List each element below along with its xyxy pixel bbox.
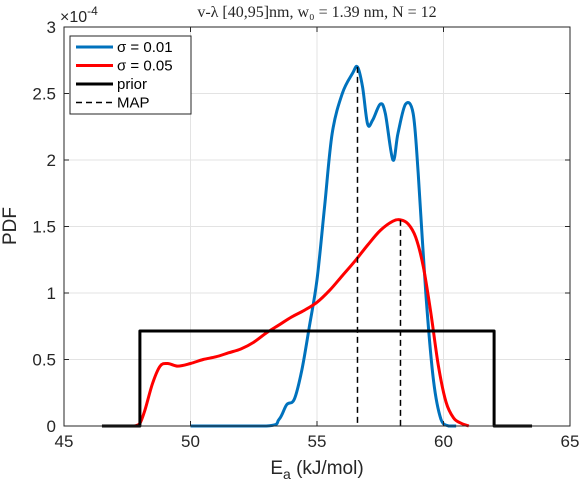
legend-entry-sigma-005-label: σ = 0.05: [117, 58, 173, 75]
y-tick-label: 3: [47, 18, 56, 37]
legend-entry-map-label: MAP: [117, 95, 150, 112]
y-exponent-label: ×10-4: [60, 4, 98, 26]
legend-box: [69, 35, 192, 115]
y-axis-label: PDF: [0, 207, 21, 245]
y-tick-label: 2.5: [32, 85, 56, 104]
y-tick-label: 0.5: [32, 351, 56, 370]
y-exponent-power: -4: [87, 4, 98, 18]
x-tick-label: 60: [434, 432, 453, 451]
y-tick-label: 2: [47, 151, 56, 170]
x-tick-label: 65: [561, 432, 580, 451]
x-axis-label-rest: (kJ/mol): [291, 458, 364, 479]
y-exponent-base: ×10: [60, 9, 87, 26]
chart-title: v-λ [40,95]nm, w₀ = 1.39 nm, N = 12: [197, 4, 436, 21]
map-layer: [356, 66, 402, 426]
x-tick-label: 50: [181, 432, 200, 451]
y-tick-label: 1: [47, 284, 56, 303]
legend-entry-prior-label: prior: [117, 76, 147, 93]
x-axis-label-main: E: [270, 458, 283, 479]
tick-layer: 45 50 55 60 65 0 0.5 1 1.5 2 2.5 3: [32, 18, 579, 451]
legend-entry-sigma-001-label: σ = 0.01: [117, 39, 173, 56]
x-tick-label: 55: [308, 432, 327, 451]
sigma-001-series-line: [190, 64, 457, 428]
x-axis-label-sub: a: [283, 466, 291, 482]
y-tick-label: 1.5: [32, 218, 56, 237]
y-tick-label: 0: [47, 417, 56, 436]
sigma-005-series-line: [134, 218, 470, 428]
x-axis-label: Ea (kJ/mol): [270, 458, 363, 482]
x-tick-label: 45: [55, 432, 74, 451]
